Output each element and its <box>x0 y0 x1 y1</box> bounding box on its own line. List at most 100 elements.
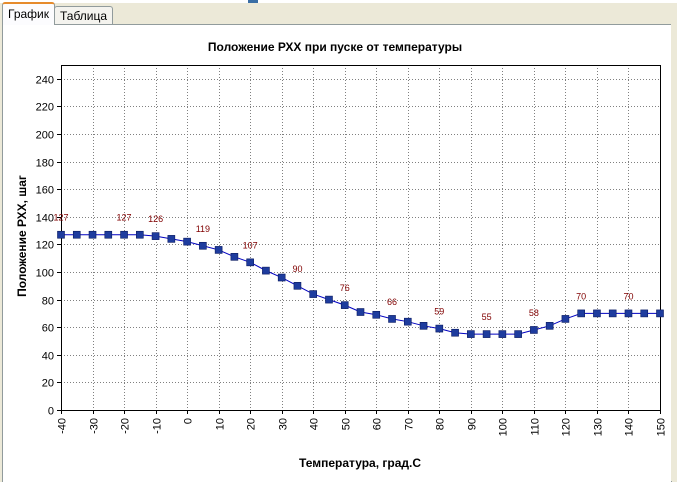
data-point <box>372 310 381 319</box>
data-point <box>214 246 223 254</box>
x-tick-label: 40 <box>309 418 321 430</box>
x-tick-label: 110 <box>530 418 542 436</box>
data-label: 90 <box>292 264 302 274</box>
axis-layer: -40 -30 -20 -10 0 10 20 30 40 50 60 70 80 90 100 110 120… <box>36 65 668 436</box>
data-label: 76 <box>340 283 350 293</box>
x-tick-label: -40 <box>57 418 69 434</box>
x-tick-label: 0 <box>183 418 195 424</box>
data-point <box>262 266 270 275</box>
data-point <box>230 253 239 261</box>
data-point <box>577 309 585 318</box>
chart-title: Положение РХХ при пуске от температуры <box>208 40 462 54</box>
data-point <box>498 330 507 338</box>
data-label: 119 <box>196 224 210 234</box>
data-point <box>419 322 428 330</box>
series-line <box>61 234 660 335</box>
data-label: 58 <box>529 308 539 318</box>
chart-panel <box>2 24 672 482</box>
y-tick-label: 20 <box>42 378 54 390</box>
x-tick-label: 120 <box>561 418 573 436</box>
window-top-edge <box>0 0 677 3</box>
x-tick-label: 70 <box>404 418 416 430</box>
x-tick-label: 10 <box>215 418 227 430</box>
window-right-edge <box>671 24 677 481</box>
y-axis-title: Положение РХХ, шаг <box>15 175 29 297</box>
data-label: 107 <box>243 240 258 250</box>
data-point <box>120 230 128 239</box>
data-point <box>309 290 318 298</box>
plot-frame <box>61 65 661 411</box>
data-point <box>340 301 349 309</box>
x-tick-label: -30 <box>89 418 101 434</box>
data-point <box>593 309 601 318</box>
data-point <box>293 281 302 290</box>
tab-chart[interactable]: График <box>2 2 55 25</box>
y-tick-label: 0 <box>48 406 54 418</box>
data-point <box>199 241 207 250</box>
x-tick-label: 100 <box>498 418 510 436</box>
data-label: 66 <box>387 297 397 307</box>
x-tick-label: 140 <box>624 418 636 436</box>
x-tick-label: 50 <box>341 418 353 430</box>
x-tick-label: 20 <box>246 418 258 430</box>
data-point <box>136 230 144 239</box>
y-tick-label: 40 <box>42 351 54 363</box>
x-tick-label: -10 <box>152 418 164 434</box>
grid-layer <box>61 65 661 411</box>
data-point <box>656 309 664 318</box>
data-point <box>530 326 538 334</box>
y-tick-label: 200 <box>36 130 54 142</box>
data-point <box>561 315 570 323</box>
data-point <box>325 295 333 304</box>
data-point <box>72 230 81 239</box>
x-tick-label: 130 <box>593 418 605 436</box>
data-point <box>545 322 554 330</box>
data-point <box>246 258 254 267</box>
x-tick-label: 80 <box>435 418 447 430</box>
data-point <box>277 273 286 282</box>
y-tick-label: 180 <box>36 158 54 170</box>
data-label: 59 <box>434 307 444 317</box>
data-label: 70 <box>623 291 633 301</box>
data-point <box>167 235 176 243</box>
data-point <box>104 230 113 239</box>
y-tick-label: 160 <box>36 185 54 197</box>
data-label: 70 <box>576 291 586 301</box>
data-point <box>183 237 191 246</box>
data-point <box>467 330 475 338</box>
data-point <box>482 330 491 338</box>
data-label: 126 <box>148 214 163 224</box>
x-tick-label: 150 <box>656 418 668 436</box>
data-point <box>608 309 617 318</box>
tab-table[interactable]: Таблица <box>54 6 114 25</box>
x-tick-label: 60 <box>372 418 384 430</box>
data-label: 127 <box>117 213 132 223</box>
top-edge-marker <box>248 0 258 3</box>
y-tick-label: 60 <box>42 323 54 335</box>
y-tick-label: 140 <box>36 213 54 225</box>
y-tick-label: 80 <box>42 296 54 308</box>
tab-strip: График Таблица <box>2 2 114 25</box>
x-tick-label: -20 <box>120 418 132 434</box>
data-point <box>640 309 649 318</box>
data-point <box>57 230 65 239</box>
x-axis-title: Температура, град.С <box>299 456 421 470</box>
data-point <box>88 230 97 239</box>
series-layer <box>57 230 664 338</box>
y-tick-label: 240 <box>36 75 54 87</box>
data-point <box>403 317 412 326</box>
x-tick-label: 30 <box>278 418 290 430</box>
data-point <box>356 308 365 316</box>
data-point <box>624 309 633 318</box>
data-point <box>388 315 396 323</box>
data-label: 127 <box>53 213 68 223</box>
data-point <box>514 330 522 338</box>
data-label-layer: 127 127 126 119 107 90 76 66 59 55 58 70 70 <box>53 213 633 322</box>
y-tick-label: 220 <box>36 102 54 114</box>
data-point <box>151 232 160 240</box>
data-point <box>435 324 444 333</box>
data-label: 55 <box>482 312 492 322</box>
x-tick-label: 90 <box>467 418 479 430</box>
